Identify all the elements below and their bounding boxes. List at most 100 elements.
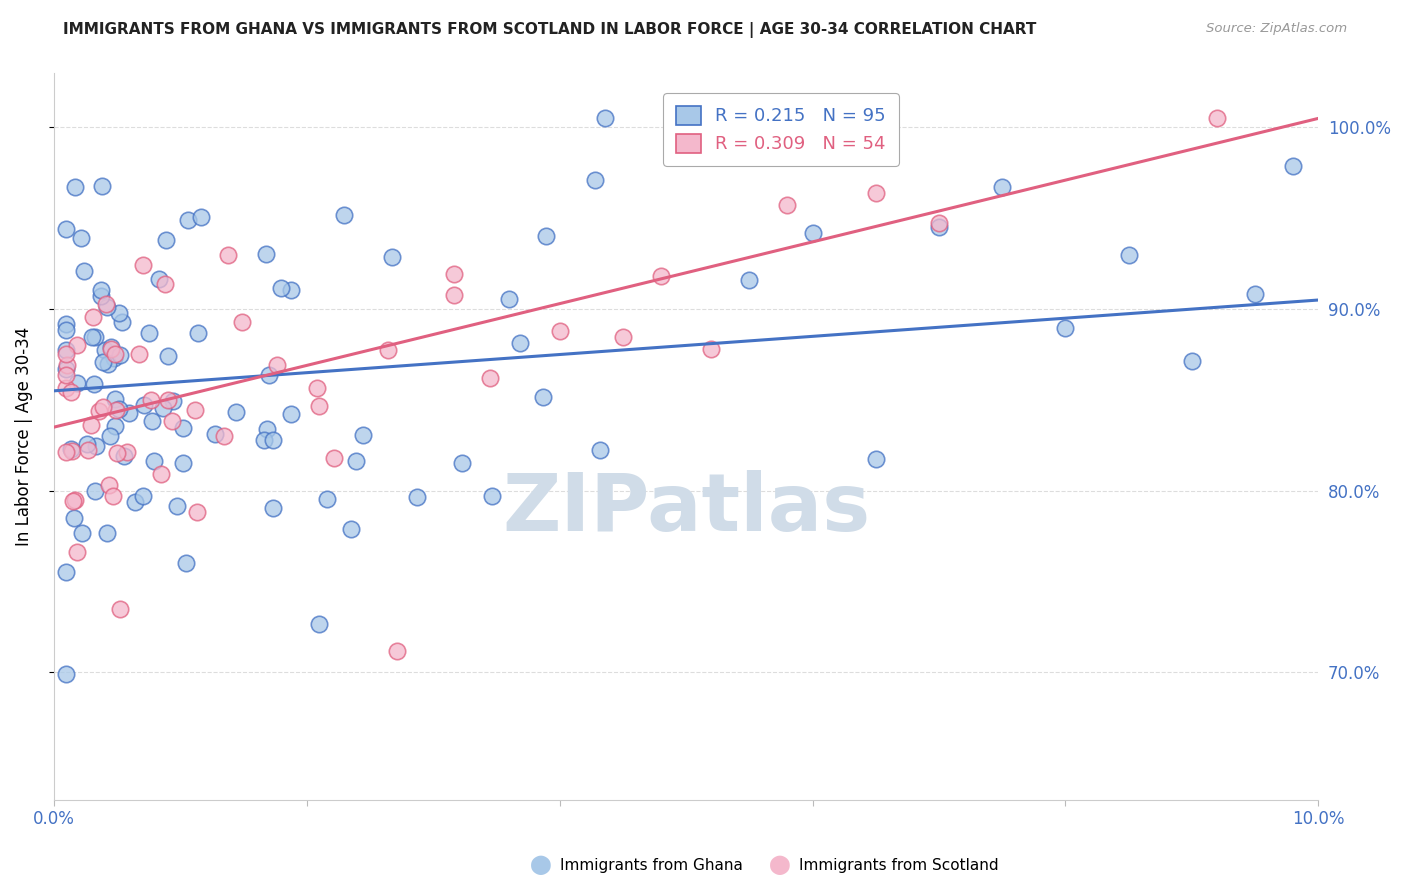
Point: [90, 283, 112, 297]
Point: [479, 371, 502, 385]
Point: [55, 323, 77, 337]
Point: [204, 426, 226, 441]
Text: IMMIGRANTS FROM GHANA VS IMMIGRANTS FROM SCOTLAND IN LABOR FORCE | AGE 30-34 COR: IMMIGRANTS FROM GHANA VS IMMIGRANTS FROM…: [63, 22, 1036, 38]
Point: [257, 368, 280, 382]
Point: [91, 179, 114, 194]
Point: [124, 494, 146, 508]
Point: [131, 258, 153, 272]
Point: [82, 330, 104, 344]
Text: ZIPatlas: ZIPatlas: [502, 470, 870, 548]
Point: [776, 198, 799, 212]
Point: [84, 330, 107, 344]
Point: [316, 491, 339, 506]
Point: [100, 342, 122, 356]
Point: [738, 273, 761, 287]
Point: [481, 489, 503, 503]
Point: [97, 357, 120, 371]
Point: [270, 281, 292, 295]
Point: [66, 545, 89, 559]
Point: [700, 342, 723, 356]
Point: [62, 493, 84, 508]
Point: [82, 310, 104, 324]
Point: [96, 526, 118, 541]
Point: [254, 247, 277, 261]
Point: [498, 293, 520, 307]
Point: [91, 400, 114, 414]
Point: [172, 457, 194, 471]
Point: [70, 230, 93, 244]
Point: [1206, 112, 1229, 126]
Point: [1181, 353, 1204, 368]
Point: [184, 402, 207, 417]
Point: [55, 368, 77, 383]
Point: [650, 269, 672, 284]
Point: [280, 283, 302, 297]
Point: [90, 289, 112, 303]
Point: [60, 442, 83, 457]
Point: [66, 337, 89, 351]
Point: [105, 445, 128, 459]
Point: [280, 407, 302, 421]
Point: [100, 340, 122, 354]
Point: [177, 212, 200, 227]
Text: Source: ZipAtlas.com: Source: ZipAtlas.com: [1206, 22, 1347, 36]
Point: [186, 505, 208, 519]
Point: [89, 404, 111, 418]
Point: [156, 393, 179, 408]
Point: [76, 437, 98, 451]
Point: [108, 602, 131, 616]
Text: ⬤: ⬤: [530, 855, 553, 875]
Point: [77, 442, 100, 457]
Point: [55, 343, 77, 357]
Point: [108, 306, 131, 320]
Point: [217, 247, 239, 261]
Point: [141, 413, 163, 427]
Point: [443, 267, 465, 281]
Point: [405, 490, 427, 504]
Point: [1282, 159, 1305, 173]
Point: [91, 355, 114, 369]
Text: Immigrants from Ghana: Immigrants from Ghana: [560, 858, 742, 872]
Point: [262, 433, 284, 447]
Point: [94, 343, 117, 357]
Point: [96, 301, 118, 315]
Text: Immigrants from Scotland: Immigrants from Scotland: [799, 858, 998, 872]
Point: [531, 391, 554, 405]
Point: [153, 277, 176, 291]
Point: [443, 288, 465, 302]
Point: [108, 401, 131, 416]
Point: [451, 456, 474, 470]
Point: [381, 250, 404, 264]
Point: [139, 393, 162, 408]
Point: [155, 233, 177, 247]
Point: [332, 208, 354, 222]
Point: [1118, 248, 1140, 262]
Point: [928, 220, 950, 235]
Point: [162, 414, 184, 428]
Point: [548, 325, 571, 339]
Point: [612, 330, 634, 344]
Point: [55, 445, 77, 459]
Point: [256, 422, 278, 436]
Point: [589, 443, 612, 458]
Point: [352, 428, 374, 442]
Point: [262, 501, 284, 516]
Point: [55, 317, 77, 331]
Point: [72, 525, 94, 540]
Point: [928, 216, 950, 230]
Point: [162, 394, 184, 409]
Point: [103, 351, 125, 365]
Point: [60, 384, 83, 399]
Point: [63, 510, 86, 524]
Point: [56, 358, 79, 372]
Point: [344, 454, 367, 468]
Point: [593, 112, 616, 126]
Point: [84, 439, 107, 453]
Point: [55, 565, 77, 579]
Point: [148, 271, 170, 285]
Point: [231, 315, 253, 329]
Point: [60, 444, 83, 458]
Point: [801, 226, 824, 240]
Point: [128, 347, 150, 361]
Point: [187, 326, 209, 340]
